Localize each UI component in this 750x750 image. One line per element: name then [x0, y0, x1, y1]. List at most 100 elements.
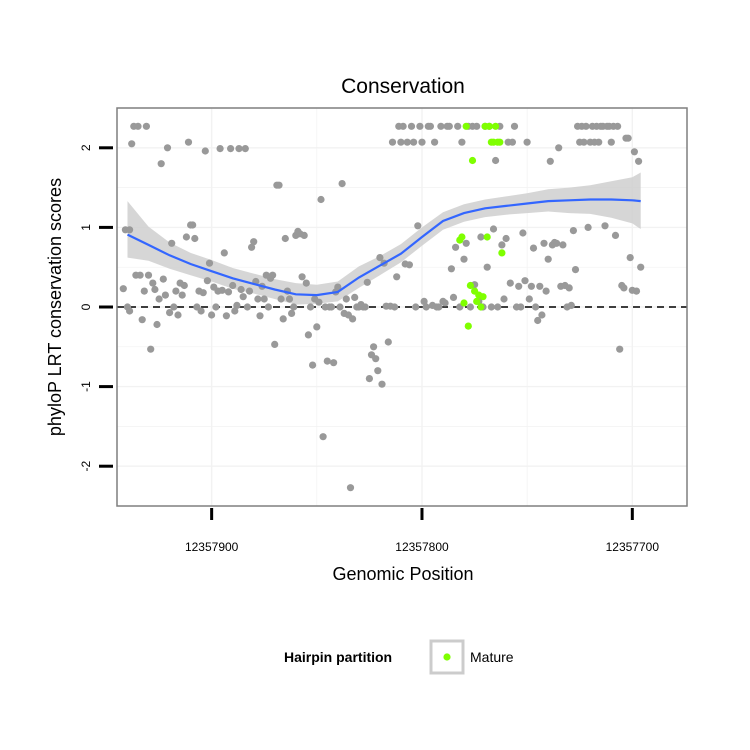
data-point	[142, 122, 150, 130]
data-point	[275, 181, 283, 189]
data-point-mature	[483, 233, 491, 241]
data-point	[571, 266, 580, 274]
data-point	[159, 275, 167, 283]
data-point	[388, 138, 397, 146]
data-point	[527, 282, 536, 290]
data-point	[153, 320, 161, 329]
data-point-mature	[460, 299, 468, 307]
data-point-mature	[477, 303, 485, 311]
data-point	[189, 221, 197, 229]
data-point	[374, 367, 382, 375]
data-point	[203, 277, 211, 285]
data-point	[149, 279, 157, 287]
data-point	[260, 295, 268, 303]
data-point	[298, 273, 306, 281]
data-point	[271, 340, 279, 348]
data-point	[607, 138, 615, 146]
data-point	[414, 222, 422, 230]
data-point	[346, 484, 355, 492]
data-point-mature	[468, 156, 477, 165]
data-point	[349, 315, 357, 323]
data-point-mature	[462, 122, 470, 130]
data-point	[330, 359, 338, 367]
data-point	[376, 254, 384, 262]
data-point	[157, 160, 165, 168]
data-point	[168, 239, 176, 247]
data-point	[418, 138, 426, 146]
data-point	[508, 138, 516, 146]
data-point	[487, 303, 495, 311]
data-point	[161, 291, 169, 299]
data-point	[492, 156, 500, 165]
x-tick-label: 12357800	[395, 540, 449, 554]
y-tick-label: 2	[79, 144, 93, 151]
data-point	[277, 295, 285, 303]
data-point	[128, 140, 136, 148]
data-point	[315, 298, 323, 306]
data-point	[616, 345, 624, 353]
data-point	[582, 122, 590, 130]
data-point	[224, 288, 233, 296]
data-point	[397, 138, 405, 146]
y-axis: -2 -1 0 1 2	[79, 144, 113, 472]
data-point	[231, 307, 239, 315]
data-point	[635, 157, 643, 165]
data-point	[534, 316, 542, 325]
data-point	[506, 279, 514, 287]
y-axis-title: phyloP LRT conservation scores	[45, 178, 65, 436]
data-point	[515, 282, 523, 290]
legend-title: Hairpin partition	[284, 649, 392, 665]
data-point	[288, 309, 296, 317]
data-point	[248, 243, 256, 251]
x-axis: 12357900 12357800 12357700	[185, 508, 659, 554]
smooth-trend-line	[127, 198, 641, 297]
data-point	[462, 239, 470, 247]
data-point	[222, 312, 230, 320]
data-point	[559, 241, 567, 249]
data-point	[313, 323, 321, 331]
data-point	[569, 227, 578, 235]
data-point	[201, 147, 209, 155]
data-point	[620, 284, 628, 292]
data-point	[544, 255, 552, 263]
data-point	[542, 287, 550, 295]
data-point	[410, 138, 418, 146]
data-point	[384, 338, 392, 346]
data-point-mature	[498, 249, 506, 257]
data-point	[405, 261, 413, 269]
data-point	[119, 285, 127, 293]
data-point	[170, 303, 178, 311]
data-point-mature	[464, 322, 472, 330]
data-point	[538, 311, 546, 319]
data-point	[126, 307, 134, 315]
data-point	[239, 293, 247, 301]
data-point	[540, 239, 548, 247]
data-point	[241, 145, 249, 153]
data-point	[580, 138, 588, 146]
data-point	[342, 295, 350, 303]
data-point	[553, 239, 561, 247]
data-point	[372, 355, 380, 363]
data-point	[502, 234, 510, 243]
data-point	[532, 303, 540, 311]
data-point	[290, 303, 298, 311]
data-point	[466, 303, 474, 311]
data-point	[637, 263, 645, 271]
data-point	[412, 303, 420, 311]
x-tick-label: 12357700	[606, 540, 660, 554]
data-point	[422, 303, 430, 311]
data-point	[323, 357, 331, 365]
data-point	[584, 223, 592, 231]
data-point	[327, 303, 336, 311]
data-point	[595, 138, 603, 146]
data-point	[517, 303, 525, 311]
legend: Hairpin partition Mature	[284, 639, 514, 675]
data-point	[220, 249, 228, 257]
data-point	[134, 122, 142, 130]
data-point	[611, 231, 620, 239]
data-point-mature	[473, 297, 481, 305]
data-point	[216, 145, 224, 153]
data-point	[227, 145, 235, 153]
data-point	[245, 287, 254, 295]
